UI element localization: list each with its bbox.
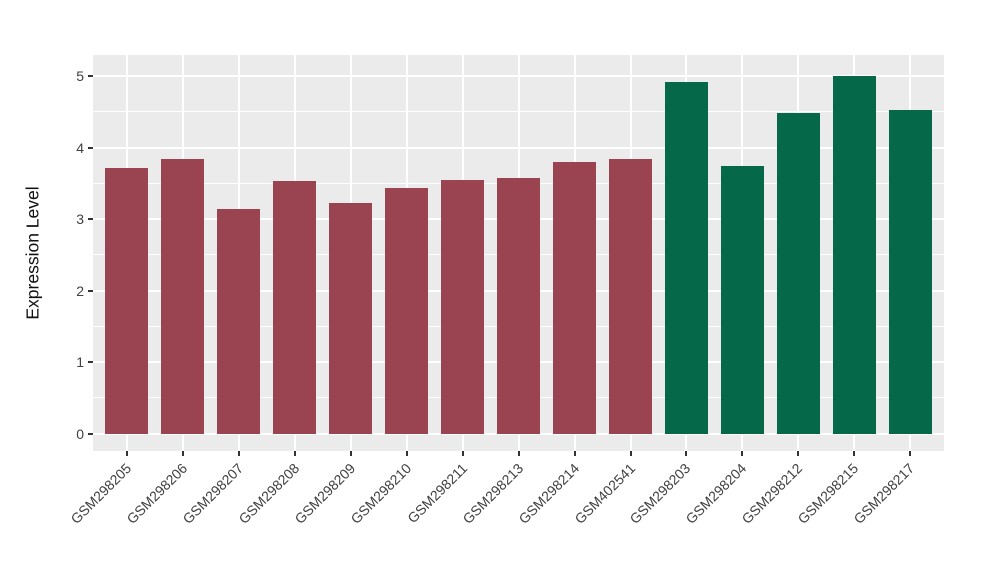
y-tick-label: 0 xyxy=(76,425,84,442)
y-axis-title: Expression Level xyxy=(22,186,43,320)
bar xyxy=(553,162,596,434)
bar xyxy=(161,159,205,434)
x-tick-mark xyxy=(181,451,184,456)
x-tick-label: GSM298205 xyxy=(67,460,134,527)
bar xyxy=(664,81,708,434)
x-tick-label: GSM298213 xyxy=(458,460,526,527)
x-tick-label: GSM298206 xyxy=(122,460,190,527)
x-tick-mark xyxy=(629,451,632,456)
y-tick-label: 2 xyxy=(76,282,84,299)
x-tick-label: GSM298207 xyxy=(178,460,246,527)
y-tick-label: 1 xyxy=(76,354,84,371)
x-tick-label: GSM298214 xyxy=(514,460,582,527)
x-tick-mark xyxy=(293,451,296,456)
y-tick-label: 3 xyxy=(76,211,84,228)
bar xyxy=(776,112,820,434)
plot-panel xyxy=(93,55,944,451)
bar xyxy=(720,165,764,434)
x-tick-label: GSM298215 xyxy=(794,460,862,527)
x-tick-label: GSM298204 xyxy=(682,460,750,527)
x-tick-mark xyxy=(909,451,912,456)
x-tick-mark xyxy=(797,451,800,456)
bar xyxy=(441,179,485,434)
bar xyxy=(217,209,261,434)
bar xyxy=(609,159,652,434)
x-tick-mark xyxy=(741,451,744,456)
x-tick-mark xyxy=(349,451,352,456)
x-tick-mark xyxy=(853,451,856,456)
x-tick-mark xyxy=(405,451,408,456)
x-tick-mark xyxy=(237,451,240,456)
bar xyxy=(385,188,429,434)
x-tick-mark xyxy=(125,451,128,456)
bar xyxy=(105,167,149,434)
bar xyxy=(832,76,876,434)
bar xyxy=(888,109,932,434)
x-tick-mark xyxy=(573,451,576,456)
x-tick-label: GSM298208 xyxy=(234,460,302,527)
x-tick-label: GSM298211 xyxy=(403,460,470,527)
x-tick-mark xyxy=(685,451,688,456)
x-tick-label: GSM298212 xyxy=(738,460,806,527)
x-tick-label: GSM298209 xyxy=(290,460,358,527)
x-tick-label: GSM298210 xyxy=(346,460,414,527)
bar xyxy=(329,203,373,434)
y-tick-label: 4 xyxy=(76,139,84,156)
x-tick-label: GSM298203 xyxy=(626,460,694,527)
x-tick-mark xyxy=(461,451,464,456)
x-tick-mark xyxy=(517,451,520,456)
x-tick-label: GSM402541 xyxy=(570,460,638,527)
bar xyxy=(497,178,541,434)
y-tick-label: 5 xyxy=(76,68,84,85)
x-tick-label: GSM298217 xyxy=(850,460,918,527)
bar xyxy=(273,180,317,434)
